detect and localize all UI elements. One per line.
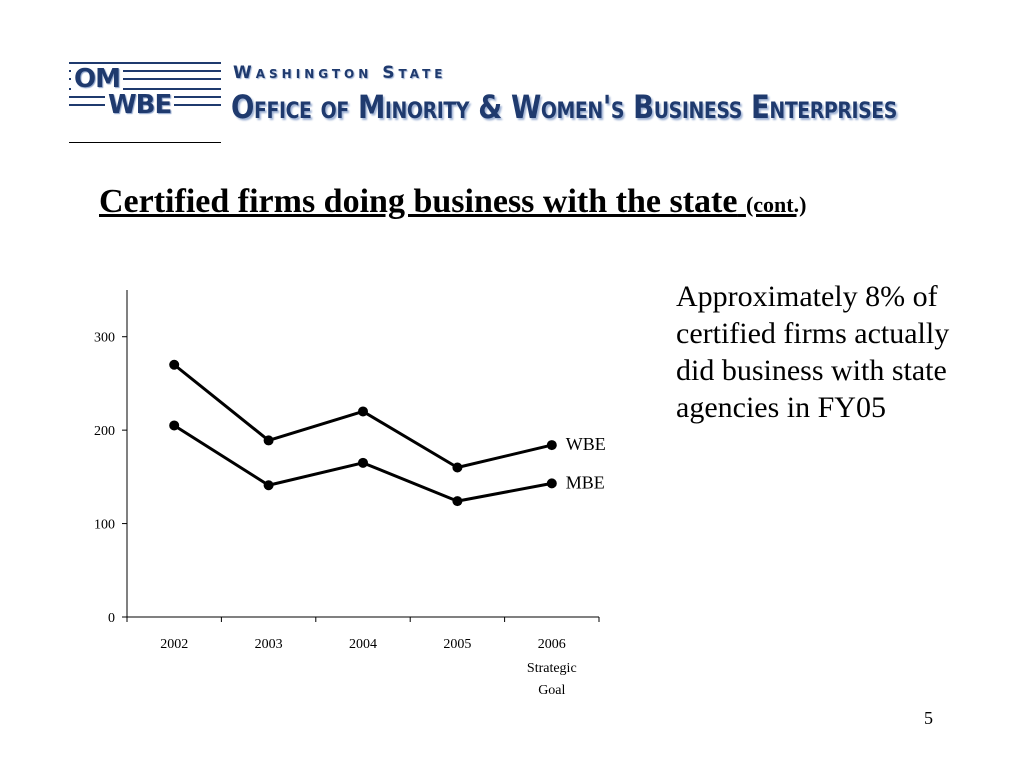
y-tick-label: 100 — [94, 518, 115, 533]
slide-title: Certified firms doing business with the … — [99, 183, 806, 221]
data-point — [358, 406, 368, 417]
x-tick-label: 2004 — [349, 637, 377, 652]
side-note: Approximately 8% of certified firms actu… — [676, 280, 950, 424]
office-line-text: Office of Minority & Women's Business En… — [231, 88, 898, 126]
series-label: WBE — [566, 434, 606, 454]
data-point — [358, 457, 368, 468]
x-tick-sublabel: Strategic — [527, 661, 577, 676]
data-point — [452, 496, 463, 507]
logo-om-text: OM — [71, 64, 123, 94]
series-label: MBE — [566, 472, 605, 492]
x-tick-label: 2006 — [538, 637, 566, 652]
data-point — [169, 420, 180, 431]
omwbe-logo: OM WBE — [69, 60, 221, 144]
data-point — [263, 480, 274, 491]
data-point — [263, 435, 274, 446]
y-tick-label: 0 — [108, 611, 115, 626]
data-point — [546, 440, 557, 451]
y-tick-label: 300 — [94, 331, 115, 346]
logo-underline — [69, 142, 221, 143]
logo-rule — [69, 70, 221, 72]
y-tick-label: 200 — [94, 424, 115, 439]
page-number: 5 — [924, 708, 933, 728]
logo-rule — [69, 62, 221, 64]
logo-wbe-text: WBE — [105, 90, 175, 120]
slide-title-suffix: (cont.) — [745, 192, 807, 217]
data-point — [546, 478, 557, 489]
office-line: Office of Minority & Women's Business En… — [231, 88, 897, 126]
x-tick-label: 2002 — [160, 637, 188, 652]
state-line: Washington State — [233, 63, 447, 83]
x-tick-label: 2003 — [255, 637, 283, 652]
x-tick-label: 2005 — [443, 637, 471, 652]
logo-rule — [69, 88, 221, 90]
data-point — [452, 462, 463, 473]
logo-rule — [69, 78, 221, 80]
x-tick-sublabel: Goal — [538, 683, 565, 698]
data-point — [169, 359, 180, 370]
slide-title-text: Certified firms doing business with the … — [99, 183, 738, 220]
